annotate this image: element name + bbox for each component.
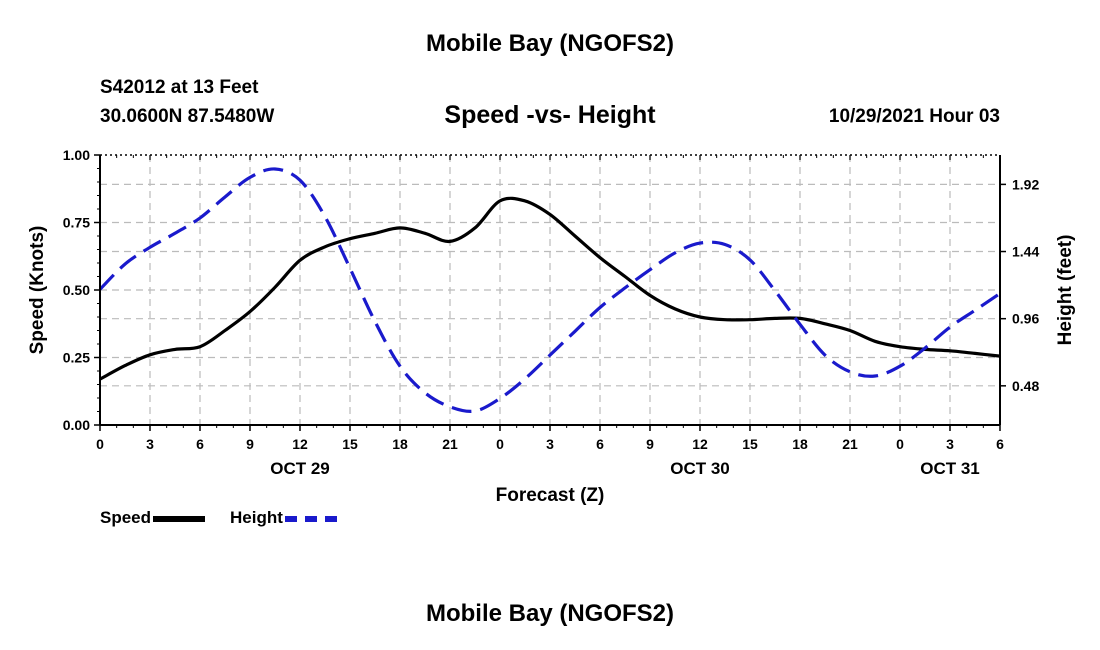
x-tick-label: 12: [692, 436, 708, 452]
legend-swatch-height: [284, 515, 337, 522]
x-tick-label: 0: [896, 436, 904, 452]
x-tick-label: 15: [742, 436, 758, 452]
legend-item-height: Height: [230, 508, 337, 528]
y2-axis-title: Height (feet): [1055, 235, 1076, 346]
x-tick-label: 6: [596, 436, 604, 452]
x-tick-label: 3: [146, 436, 154, 452]
y2-tick-label: 1.44: [1012, 244, 1039, 260]
x-tick-label: 9: [246, 436, 254, 452]
date-label: OCT 29: [270, 459, 330, 478]
x-tick-label: 18: [392, 436, 408, 452]
coordinates-label: 30.0600N 87.5480W: [100, 106, 275, 127]
x-tick-label: 3: [546, 436, 554, 452]
x-tick-label: 3: [946, 436, 954, 452]
legend-swatch-speed: [153, 515, 206, 522]
x-tick-label: 18: [792, 436, 808, 452]
x-tick-label: 0: [96, 436, 104, 452]
date-label: OCT 30: [670, 459, 730, 478]
chart-subtitle: Speed -vs- Height: [444, 101, 656, 129]
y-tick-label: 0.50: [63, 282, 90, 298]
y-tick-label: 1.00: [63, 147, 90, 163]
x-tick-label: 12: [292, 436, 308, 452]
y-axis-title: Speed (Knots): [27, 226, 48, 355]
x-tick-label: 9: [646, 436, 654, 452]
series-line-speed: [99, 196, 1001, 381]
axes: [94, 154, 1006, 431]
x-axis-title: Forecast (Z): [496, 485, 605, 506]
y2-tick-label: 1.92: [1012, 176, 1039, 192]
x-tick-label: 6: [196, 436, 204, 452]
legend-item-speed: Speed: [100, 508, 206, 528]
x-tick-label: 15: [342, 436, 358, 452]
y2-tick-label: 0.96: [1012, 311, 1039, 327]
series-layer: [98, 167, 1001, 413]
y-tick-label: 0.00: [63, 417, 90, 433]
y2-tick-label: 0.48: [1012, 378, 1039, 394]
date-label: OCT 31: [920, 459, 980, 478]
x-tick-label: 21: [442, 436, 458, 452]
grid: [100, 155, 1000, 425]
legend-label-speed: Speed: [100, 508, 152, 527]
y-tick-label: 0.25: [63, 350, 90, 366]
footer-title: Mobile Bay (NGOFS2): [425, 600, 675, 627]
station-label: S42012 at 13 Feet: [100, 77, 259, 98]
x-tick-label: 0: [496, 436, 504, 452]
legend-label-height: Height: [230, 508, 283, 527]
timestamp-label: 10/29/2021 Hour 03: [828, 106, 1000, 127]
x-tick-label: 6: [996, 436, 1004, 452]
series-line-height: [98, 167, 1001, 413]
axis-labels: 0 3 6 9 12 15 18 21 0 3 6 9 12 15 18 21 0 3 6 OCT 29 OCT 30 O…: [27, 147, 1076, 506]
chart-title: Mobile Bay (NGOFS2): [425, 30, 675, 57]
x-tick-label: 21: [842, 436, 858, 452]
y-tick-label: 0.75: [63, 215, 90, 231]
